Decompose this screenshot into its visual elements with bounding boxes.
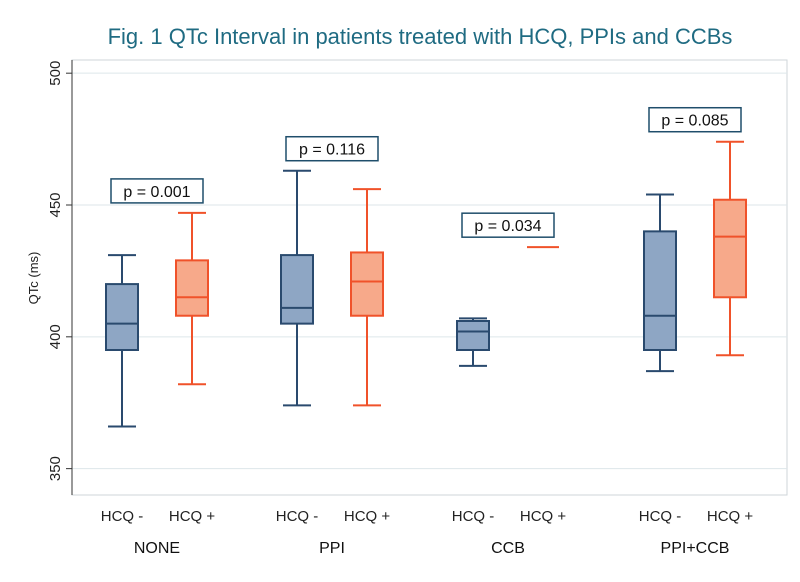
y-axis: 350 400 450 500 [47, 60, 73, 495]
box-ppi-ccb-hcq-plus-iqr [713, 198, 747, 299]
y-tick-label-400: 400 [47, 324, 64, 349]
x-group-label-0: NONE [134, 540, 180, 557]
p-value-ppi: p = 0.116 [285, 135, 379, 162]
x-sub-label-2-1: HCQ + [520, 508, 567, 525]
p-value-text-2: p = 0.034 [474, 218, 541, 235]
p-value-none: p = 0.001 [110, 178, 204, 204]
p-value-ccb: p = 0.034 [461, 212, 555, 238]
p-value-box-0 [110, 178, 204, 204]
p-value-text-3: p = 0.085 [661, 113, 728, 130]
box-ccb-hcq-minus-iqr [456, 320, 490, 351]
y-tick-label-450: 450 [47, 192, 64, 217]
x-sub-label-2-0: HCQ - [452, 508, 495, 525]
box-none-hcq-minus [105, 254, 139, 428]
p-value-box-1 [285, 135, 379, 162]
box-none-hcq-plus-iqr [175, 259, 209, 317]
p-value-layer: p = 0.001 p = 0.116 p = 0.034 p = 0.085 [110, 106, 742, 238]
p-value-box-3 [648, 106, 742, 133]
x-group-label-2: CCB [491, 540, 525, 557]
p-value-ppi-ccb: p = 0.085 [648, 106, 742, 133]
x-sub-label-0-1: HCQ + [169, 508, 216, 525]
box-layer [105, 140, 747, 428]
box-ppi-hcq-plus-iqr [350, 251, 384, 317]
y-tick-label-350: 350 [47, 456, 64, 481]
box-ppi-hcq-minus [280, 169, 314, 407]
p-value-box-2 [461, 212, 555, 238]
box-ccb-hcq-minus [456, 317, 490, 367]
y-tick-label-500: 500 [47, 61, 64, 86]
box-ppi-ccb-hcq-plus [713, 140, 747, 357]
box-none-hcq-minus-iqr [105, 283, 139, 351]
x-sub-label-1-1: HCQ + [344, 508, 391, 525]
box-ppi-ccb-hcq-minus [643, 193, 677, 373]
x-group-label-1: PPI [319, 540, 345, 557]
chart-title: Fig. 1 QTc Interval in patients treated … [108, 24, 733, 49]
p-value-text-0: p = 0.001 [123, 184, 190, 201]
box-ppi-hcq-plus [350, 188, 384, 407]
x-sub-label-3-0: HCQ - [639, 508, 682, 525]
x-sub-label-3-1: HCQ + [707, 508, 754, 525]
x-sub-label-0-0: HCQ - [101, 508, 144, 525]
y-axis-label: QTc (ms) [26, 252, 41, 305]
box-ppi-ccb-hcq-minus-iqr [643, 230, 677, 351]
p-value-text-1: p = 0.116 [299, 142, 365, 159]
box-ppi-hcq-minus-iqr [280, 254, 314, 325]
x-group-label-3: PPI+CCB [661, 540, 730, 557]
x-sub-label-1-0: HCQ - [276, 508, 319, 525]
box-none-hcq-plus [175, 211, 209, 386]
